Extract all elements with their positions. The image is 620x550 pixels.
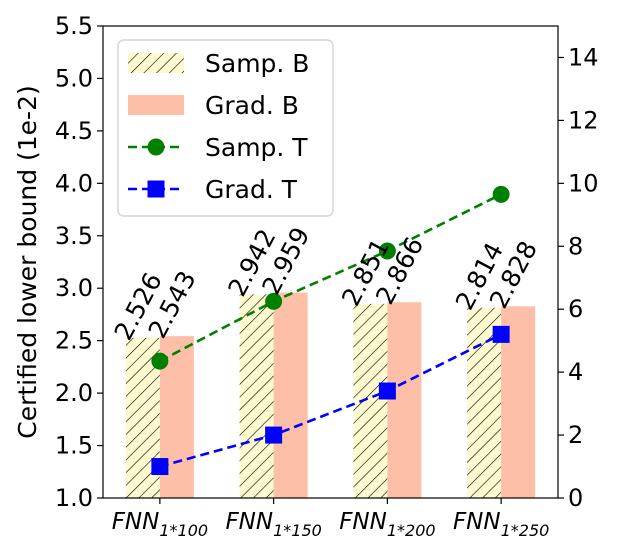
plot-frame [102,25,559,499]
point-grad-t-1 [265,426,283,444]
line-samp-t [159,193,502,363]
y-tick-label: 1.0 [55,484,93,512]
y-tick-label: 4.5 [55,117,93,145]
legend-marker-samp-t [147,138,165,156]
y-tick-label: 3.5 [55,222,93,250]
legend-swatch-grad-b [128,95,184,115]
y-tick-label: 1.5 [55,432,93,460]
point-samp-t-1 [265,292,283,310]
y2-tick-label: 8 [568,232,583,260]
legend: Samp. B Grad. B Samp. T Grad. T [117,39,334,217]
x-tick-label: FNN1*250 [453,509,549,540]
y2-tick-label: 12 [568,106,599,134]
y2-tick-label: 6 [568,295,583,323]
x-tick-label: FNN1*200 [339,509,435,540]
bars-layer [125,292,536,498]
y-tick-label: 3.0 [55,274,93,302]
legend-box [117,39,334,217]
bar-grad-b-1 [273,292,308,498]
y2-tick-label: 14 [568,43,599,71]
legend-label-grad-t: Grad. T [205,175,298,204]
bar-samp-b-1 [239,294,274,498]
x-axis: FNN1*100 FNN1*150 FNN1*200 FNN1*250 [112,498,549,540]
y-axis-left: 1.0 1.5 2.0 2.5 3.0 3.5 4.0 4.5 5.0 5.5 [55,12,103,512]
legend-marker-grad-t [147,180,165,198]
point-grad-t-3 [492,325,510,343]
y2-tick-label: 4 [568,358,583,386]
legend-label-samp-t: Samp. T [205,133,308,162]
y-axis-label: Certified lower bound (1e-2) [13,85,42,439]
bar-samp-b-2 [353,303,388,498]
point-samp-t-2 [378,242,396,260]
point-samp-t-0 [151,352,169,370]
y-tick-label: 2.0 [55,379,93,407]
y-axis-right: 0 2 4 6 8 10 12 14 [558,43,599,512]
lines-layer [151,185,510,476]
y-tick-label: 5.0 [55,64,93,92]
x-tick-label: FNN1*150 [225,509,321,540]
legend-label-grad-b: Grad. B [205,91,299,120]
point-grad-t-2 [378,382,396,400]
point-grad-t-0 [151,458,169,476]
y2-tick-label: 10 [568,169,599,197]
line-grad-t [159,333,502,468]
y-tick-label: 5.5 [55,12,93,40]
point-samp-t-3 [492,185,510,203]
y2-tick-label: 2 [568,421,583,449]
legend-swatch-samp-b [128,53,184,73]
y-tick-label: 2.5 [55,327,93,355]
x-tick-label: FNN1*100 [112,509,208,540]
y-tick-label: 4.0 [55,169,93,197]
bar-grad-b-2 [387,302,422,498]
legend-label-samp-b: Samp. B [205,49,309,78]
y2-tick-label: 0 [568,484,583,512]
